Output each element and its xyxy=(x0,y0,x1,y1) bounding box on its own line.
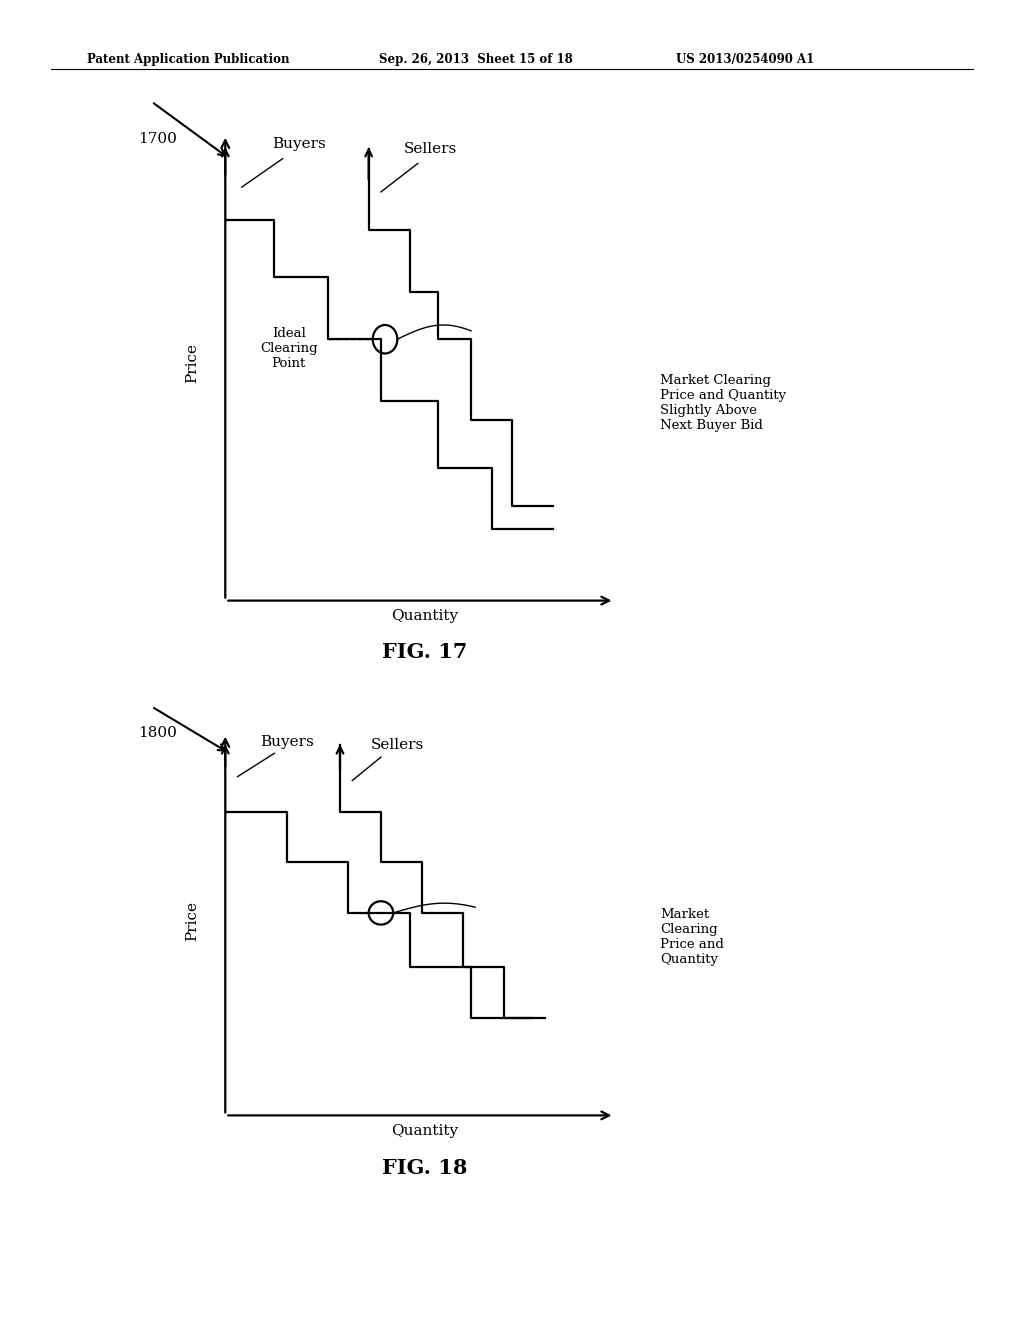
Text: US 2013/0254090 A1: US 2013/0254090 A1 xyxy=(676,53,814,66)
Text: Price: Price xyxy=(185,343,200,383)
Text: Patent Application Publication: Patent Application Publication xyxy=(87,53,290,66)
Text: FIG. 18: FIG. 18 xyxy=(382,1158,468,1179)
Text: Sellers: Sellers xyxy=(403,143,457,156)
Text: 1800: 1800 xyxy=(138,726,177,739)
Text: Buyers: Buyers xyxy=(272,137,326,152)
Text: Market Clearing
Price and Quantity
Slightly Above
Next Buyer Bid: Market Clearing Price and Quantity Sligh… xyxy=(660,374,786,432)
Text: Quantity: Quantity xyxy=(391,610,459,623)
Text: 1700: 1700 xyxy=(138,132,177,145)
Text: Price: Price xyxy=(185,900,200,941)
Text: Quantity: Quantity xyxy=(391,1125,459,1138)
Text: FIG. 17: FIG. 17 xyxy=(382,642,468,663)
Text: Buyers: Buyers xyxy=(260,734,313,748)
Text: Ideal
Clearing
Point: Ideal Clearing Point xyxy=(260,327,317,370)
Text: Market
Clearing
Price and
Quantity: Market Clearing Price and Quantity xyxy=(660,908,724,966)
Text: Sellers: Sellers xyxy=(371,738,424,752)
Text: Sep. 26, 2013  Sheet 15 of 18: Sep. 26, 2013 Sheet 15 of 18 xyxy=(379,53,572,66)
